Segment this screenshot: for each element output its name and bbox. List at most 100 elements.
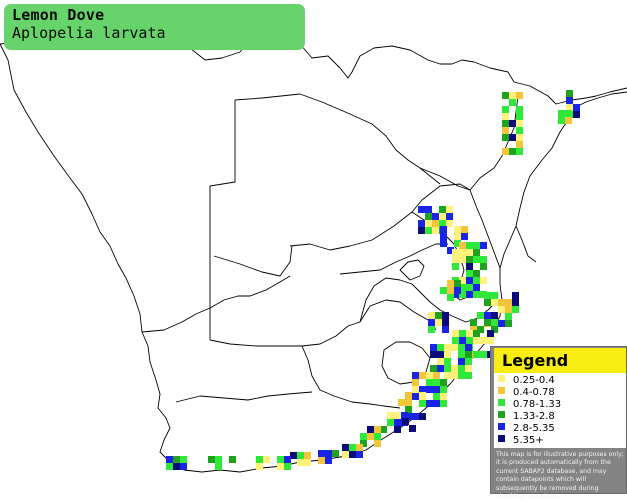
record-cell xyxy=(405,392,412,399)
record-cell xyxy=(440,240,447,247)
record-cell xyxy=(387,419,394,426)
record-cell xyxy=(454,287,461,294)
record-cell xyxy=(263,456,270,463)
record-cell xyxy=(452,337,459,344)
record-cell xyxy=(512,299,519,306)
record-cell xyxy=(447,247,454,254)
record-cell xyxy=(356,444,363,451)
record-cell xyxy=(394,412,401,419)
record-cell xyxy=(466,284,473,291)
record-cell xyxy=(466,263,473,270)
record-cell xyxy=(380,426,387,433)
record-cell xyxy=(458,344,465,351)
record-cell xyxy=(566,97,573,104)
record-cell xyxy=(332,450,339,457)
record-cell xyxy=(502,127,509,134)
record-cell xyxy=(374,433,381,440)
record-cell xyxy=(565,117,572,124)
record-cell xyxy=(491,326,498,333)
record-cell xyxy=(412,379,419,386)
record-cell xyxy=(208,456,215,463)
legend-item: 5.35+ xyxy=(498,435,544,447)
record-cell xyxy=(491,299,498,306)
record-cell xyxy=(484,319,491,326)
record-cell xyxy=(498,299,505,306)
record-cell xyxy=(487,337,494,344)
record-cell xyxy=(473,330,480,337)
record-cell xyxy=(509,92,516,99)
legend-item: 2.8-5.35 xyxy=(498,423,555,435)
record-cell xyxy=(573,111,580,118)
legend-heading: Legend xyxy=(494,348,626,373)
record-cell xyxy=(277,456,284,463)
record-cell xyxy=(502,106,509,113)
record-cell xyxy=(466,277,473,284)
record-cell xyxy=(432,220,439,227)
record-cell xyxy=(465,351,472,358)
record-cell xyxy=(480,337,487,344)
record-cell xyxy=(349,444,356,451)
record-cell xyxy=(466,249,473,256)
record-cell xyxy=(454,280,461,287)
species-title-box: Lemon Dove Aplopelia larvata xyxy=(4,4,305,50)
record-cell xyxy=(452,256,459,263)
record-cell xyxy=(466,242,473,249)
record-cell xyxy=(446,220,453,227)
record-cell xyxy=(418,206,425,213)
record-cell xyxy=(394,426,401,433)
record-cell xyxy=(173,456,180,463)
record-cell xyxy=(426,400,433,407)
record-cell xyxy=(433,379,440,386)
record-cell xyxy=(473,351,480,358)
record-cell xyxy=(342,444,349,451)
record-cell xyxy=(484,299,491,306)
record-cell xyxy=(180,456,187,463)
record-cell xyxy=(425,227,432,234)
record-cell xyxy=(502,148,509,155)
record-cell xyxy=(473,270,480,277)
record-cell xyxy=(498,320,505,327)
record-cell xyxy=(297,452,304,459)
record-cell xyxy=(459,249,466,256)
legend-swatch xyxy=(498,423,505,430)
record-cell xyxy=(491,312,498,319)
record-cell xyxy=(419,413,426,420)
country-borders xyxy=(0,23,627,473)
record-cells xyxy=(166,90,580,470)
record-cell xyxy=(318,457,325,464)
record-cell xyxy=(437,351,444,358)
legend-label: 5.35+ xyxy=(513,435,544,446)
record-cell xyxy=(473,291,480,298)
record-cell xyxy=(439,220,446,227)
record-cell xyxy=(516,127,523,134)
record-cell xyxy=(451,344,458,351)
legend-label: 0.25-0.4 xyxy=(513,375,555,386)
record-cell xyxy=(318,450,325,457)
legend-item: 1.33-2.8 xyxy=(498,411,555,423)
sa-province-1 xyxy=(209,321,361,347)
record-cell xyxy=(367,426,374,433)
record-cell xyxy=(437,358,444,365)
record-cell xyxy=(444,358,451,365)
record-cell xyxy=(166,456,173,463)
record-cell xyxy=(360,433,367,440)
record-cell xyxy=(173,463,180,470)
record-cell xyxy=(473,242,480,249)
record-cell xyxy=(405,406,412,413)
record-cell xyxy=(480,291,487,298)
species-scientific-name: Aplopelia larvata xyxy=(12,24,166,42)
record-cell xyxy=(473,249,480,256)
record-cell xyxy=(440,400,447,407)
record-cell xyxy=(394,419,401,426)
record-cell xyxy=(428,326,435,333)
legend-panel: Legend 0.25-0.4 0.4-0.78 0.78-1.33 1.33-… xyxy=(490,346,627,500)
record-cell xyxy=(454,233,461,240)
record-cell xyxy=(480,242,487,249)
record-cell xyxy=(480,277,487,284)
record-cell xyxy=(480,256,487,263)
record-cell xyxy=(437,365,444,372)
record-cell xyxy=(412,372,419,379)
record-cell xyxy=(565,110,572,117)
record-cell xyxy=(558,110,565,117)
